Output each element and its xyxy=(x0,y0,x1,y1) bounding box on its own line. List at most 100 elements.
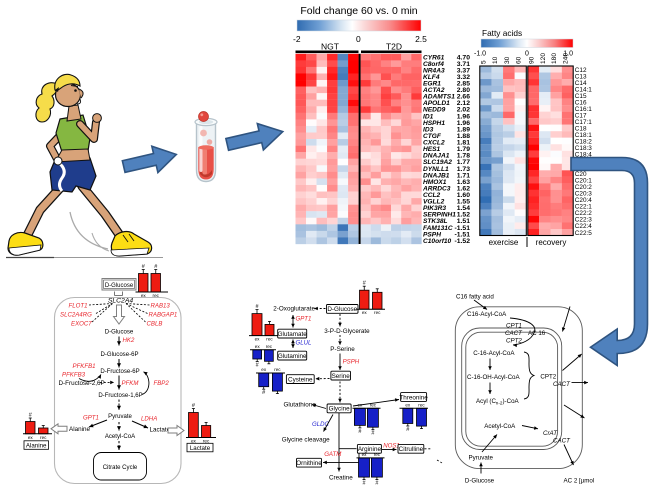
svg-text:0: 0 xyxy=(356,34,361,44)
svg-text:EXOC7: EXOC7 xyxy=(71,321,92,328)
svg-text:AC 16: AC 16 xyxy=(528,330,546,337)
svg-text:ex: ex xyxy=(405,403,411,408)
svg-text:30: 30 xyxy=(504,56,511,64)
svg-text:2.12: 2.12 xyxy=(457,100,470,107)
svg-text:DNAJA1: DNAJA1 xyxy=(423,153,450,160)
svg-text:NEDD9: NEDD9 xyxy=(423,107,446,114)
svg-text:C22:4: C22:4 xyxy=(575,223,592,230)
svg-text:CrAT: CrAT xyxy=(543,430,558,437)
svg-text:2.02: 2.02 xyxy=(457,107,470,114)
svg-text:P-Serine: P-Serine xyxy=(330,346,355,353)
svg-text:3.71: 3.71 xyxy=(457,61,470,68)
svg-text:n-2: n-2 xyxy=(496,401,503,406)
svg-text:VGLL2: VGLL2 xyxy=(423,199,445,206)
svg-text:C-16-OH-Acyl-CoA: C-16-OH-Acyl-CoA xyxy=(467,374,520,381)
svg-text:Lactate: Lactate xyxy=(190,445,211,452)
svg-text:180: 180 xyxy=(551,53,558,64)
svg-text:SLC2A4: SLC2A4 xyxy=(108,298,134,305)
svg-text:ex: ex xyxy=(261,367,267,372)
svg-text:2.5: 2.5 xyxy=(415,34,427,44)
svg-text:-1.51: -1.51 xyxy=(455,225,471,232)
svg-text:Ornithine: Ornithine xyxy=(296,460,322,467)
svg-text:1.81: 1.81 xyxy=(457,140,470,147)
svg-text:ID3: ID3 xyxy=(423,126,434,133)
svg-text:2.66: 2.66 xyxy=(457,94,470,101)
svg-text:1.51: 1.51 xyxy=(457,218,470,225)
svg-text:1.96: 1.96 xyxy=(457,113,470,120)
svg-text:D-Fructose-1,6P: D-Fructose-1,6P xyxy=(98,393,142,399)
svg-text:#: # xyxy=(375,481,379,487)
svg-text:GATM: GATM xyxy=(324,451,342,458)
svg-text:FAM131C: FAM131C xyxy=(423,225,453,232)
svg-text:PFKFB3: PFKFB3 xyxy=(62,372,86,379)
svg-text:rec: rec xyxy=(418,403,425,408)
svg-text:Acyl (C: Acyl (C xyxy=(476,398,496,405)
svg-text:AC 2 [µmol: AC 2 [µmol xyxy=(564,477,595,484)
svg-text:1.78: 1.78 xyxy=(457,153,470,160)
svg-text:C20: C20 xyxy=(575,171,587,178)
svg-text:#: # xyxy=(371,431,375,437)
svg-text:FLOT1: FLOT1 xyxy=(69,303,88,310)
svg-text:Glutamate: Glutamate xyxy=(278,331,308,338)
svg-text:SERPINH1: SERPINH1 xyxy=(423,212,456,219)
svg-text:ex: ex xyxy=(28,435,34,440)
svg-text:D-Glucose: D-Glucose xyxy=(105,330,134,336)
svg-text:Arginine: Arginine xyxy=(358,446,382,453)
svg-text:Fold change 60 vs. 0 min: Fold change 60 vs. 0 min xyxy=(300,5,417,17)
svg-text:C22:2: C22:2 xyxy=(575,210,592,217)
svg-text:#: # xyxy=(29,413,33,419)
svg-text:CACT: CACT xyxy=(553,381,571,388)
svg-text:Serine: Serine xyxy=(332,373,351,380)
svg-text:#: # xyxy=(256,363,260,369)
svg-text:C22:1: C22:1 xyxy=(575,204,592,211)
svg-text:1.77: 1.77 xyxy=(457,159,470,166)
svg-text:2-Oxoglutarate: 2-Oxoglutarate xyxy=(273,305,315,312)
svg-text:APOLD1: APOLD1 xyxy=(422,100,450,107)
svg-text:rec: rec xyxy=(374,452,381,457)
svg-text:NR4A3: NR4A3 xyxy=(423,67,445,74)
svg-text:C18:4: C18:4 xyxy=(575,152,592,159)
svg-text:C22:3: C22:3 xyxy=(575,217,592,224)
svg-text:PFKM: PFKM xyxy=(122,380,140,387)
svg-text:C18: C18 xyxy=(575,125,587,132)
svg-text:rec: rec xyxy=(153,293,160,298)
svg-text:C20:4: C20:4 xyxy=(575,197,592,204)
svg-text:C14:1: C14:1 xyxy=(575,86,592,93)
svg-text:Citrate Cycle: Citrate Cycle xyxy=(103,465,138,471)
svg-text:D-Glucose: D-Glucose xyxy=(465,477,495,484)
svg-text:1.73: 1.73 xyxy=(457,166,470,173)
svg-text:ACTA2: ACTA2 xyxy=(422,87,445,94)
svg-text:C18:2: C18:2 xyxy=(575,138,592,145)
svg-text:Glycine cleavage: Glycine cleavage xyxy=(282,437,330,444)
svg-text:90: 90 xyxy=(529,56,536,64)
svg-text:rec: rec xyxy=(274,367,281,372)
svg-text:Acetyl-CoA: Acetyl-CoA xyxy=(484,423,516,430)
svg-text:rec: rec xyxy=(40,435,47,440)
svg-text:Alanine: Alanine xyxy=(26,442,47,449)
svg-text:1.88: 1.88 xyxy=(457,133,470,140)
svg-text:D-Glucose: D-Glucose xyxy=(105,283,134,289)
svg-text:CPT1: CPT1 xyxy=(506,323,522,330)
svg-text:3.32: 3.32 xyxy=(457,74,470,81)
svg-text:Fatty acids: Fatty acids xyxy=(482,28,522,38)
svg-text:C18:3: C18:3 xyxy=(575,145,592,152)
svg-text:-1.52: -1.52 xyxy=(455,238,471,245)
svg-text:60: 60 xyxy=(516,56,523,64)
svg-text:Citrulline: Citrulline xyxy=(399,446,424,453)
svg-text:rec: rec xyxy=(266,337,273,342)
svg-text:Glutathione: Glutathione xyxy=(284,402,317,409)
svg-text:ex: ex xyxy=(362,452,368,457)
svg-text:1.79: 1.79 xyxy=(457,146,470,153)
svg-text:ex: ex xyxy=(255,344,261,349)
svg-text:C20:3: C20:3 xyxy=(575,191,592,198)
svg-text:C10orf10: C10orf10 xyxy=(423,238,452,245)
svg-text:DNAJB1: DNAJB1 xyxy=(423,172,450,179)
svg-text:HSPH1: HSPH1 xyxy=(423,120,445,127)
svg-text:SLC19A2: SLC19A2 xyxy=(423,159,452,166)
svg-text:1.89: 1.89 xyxy=(457,126,470,133)
svg-text:ex: ex xyxy=(141,293,147,298)
svg-text:1.62: 1.62 xyxy=(457,185,470,192)
svg-text:rec: rec xyxy=(374,310,381,315)
svg-text:C16 fatty acid: C16 fatty acid xyxy=(456,294,494,301)
svg-text:1.60: 1.60 xyxy=(457,192,470,199)
